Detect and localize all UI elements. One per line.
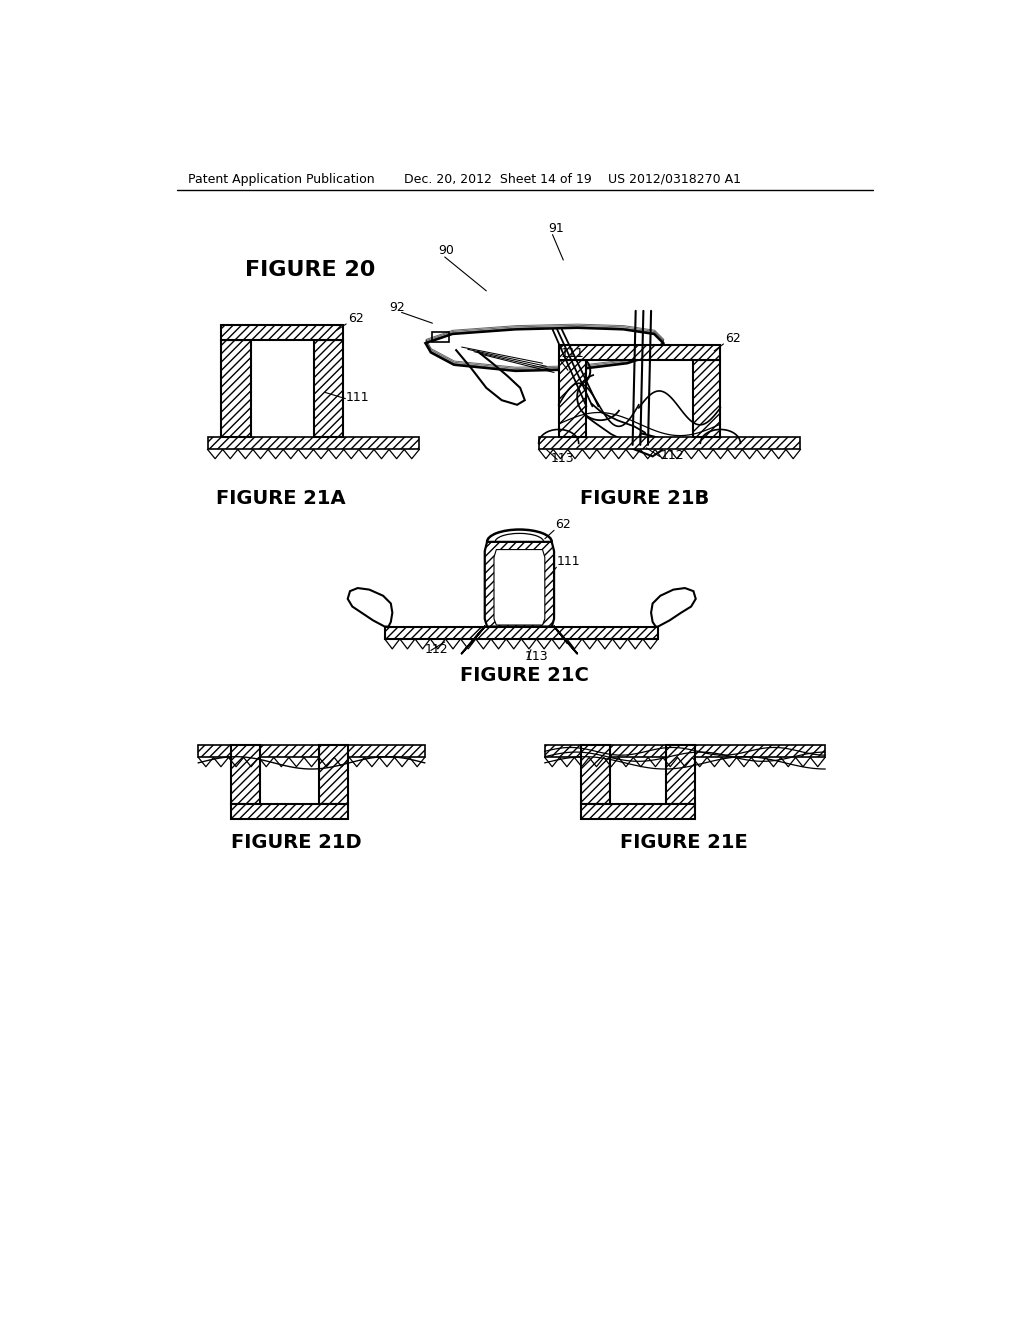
Text: 62: 62 [556,517,571,531]
Polygon shape [539,437,801,449]
Text: 113: 113 [524,651,549,664]
Text: US 2012/0318270 A1: US 2012/0318270 A1 [608,173,741,186]
Text: 111: 111 [560,347,584,360]
Text: 91: 91 [549,222,564,235]
Polygon shape [666,744,695,804]
Text: 92: 92 [389,301,406,314]
Polygon shape [313,341,343,437]
Polygon shape [484,543,554,627]
Polygon shape [230,804,348,818]
Text: 111: 111 [557,554,581,568]
Text: Patent Application Publication: Patent Application Publication [188,173,375,186]
Polygon shape [199,744,425,758]
Polygon shape [319,744,348,804]
Text: FIGURE 21E: FIGURE 21E [620,833,748,851]
Polygon shape [221,341,251,437]
Text: FIGURE 21C: FIGURE 21C [461,667,589,685]
Text: 62: 62 [348,312,364,325]
Text: Dec. 20, 2012  Sheet 14 of 19: Dec. 20, 2012 Sheet 14 of 19 [403,173,592,186]
Polygon shape [581,744,610,804]
Text: 90: 90 [438,244,455,257]
Polygon shape [559,360,587,437]
Polygon shape [692,360,720,437]
Text: FIGURE 21D: FIGURE 21D [230,833,361,851]
Polygon shape [208,437,419,449]
Text: 62: 62 [725,331,740,345]
Text: FIGURE 21A: FIGURE 21A [216,490,345,508]
Polygon shape [581,804,695,818]
Polygon shape [385,627,658,639]
Text: 112: 112 [660,449,684,462]
Text: 113: 113 [551,451,574,465]
Text: 112: 112 [425,643,449,656]
Polygon shape [494,549,545,626]
Polygon shape [559,345,720,360]
Polygon shape [633,433,662,457]
Polygon shape [221,325,343,341]
Text: 111: 111 [346,391,370,404]
Text: FIGURE 20: FIGURE 20 [245,260,375,280]
Text: FIGURE 21B: FIGURE 21B [581,490,710,508]
Polygon shape [545,744,825,758]
Polygon shape [230,744,260,804]
